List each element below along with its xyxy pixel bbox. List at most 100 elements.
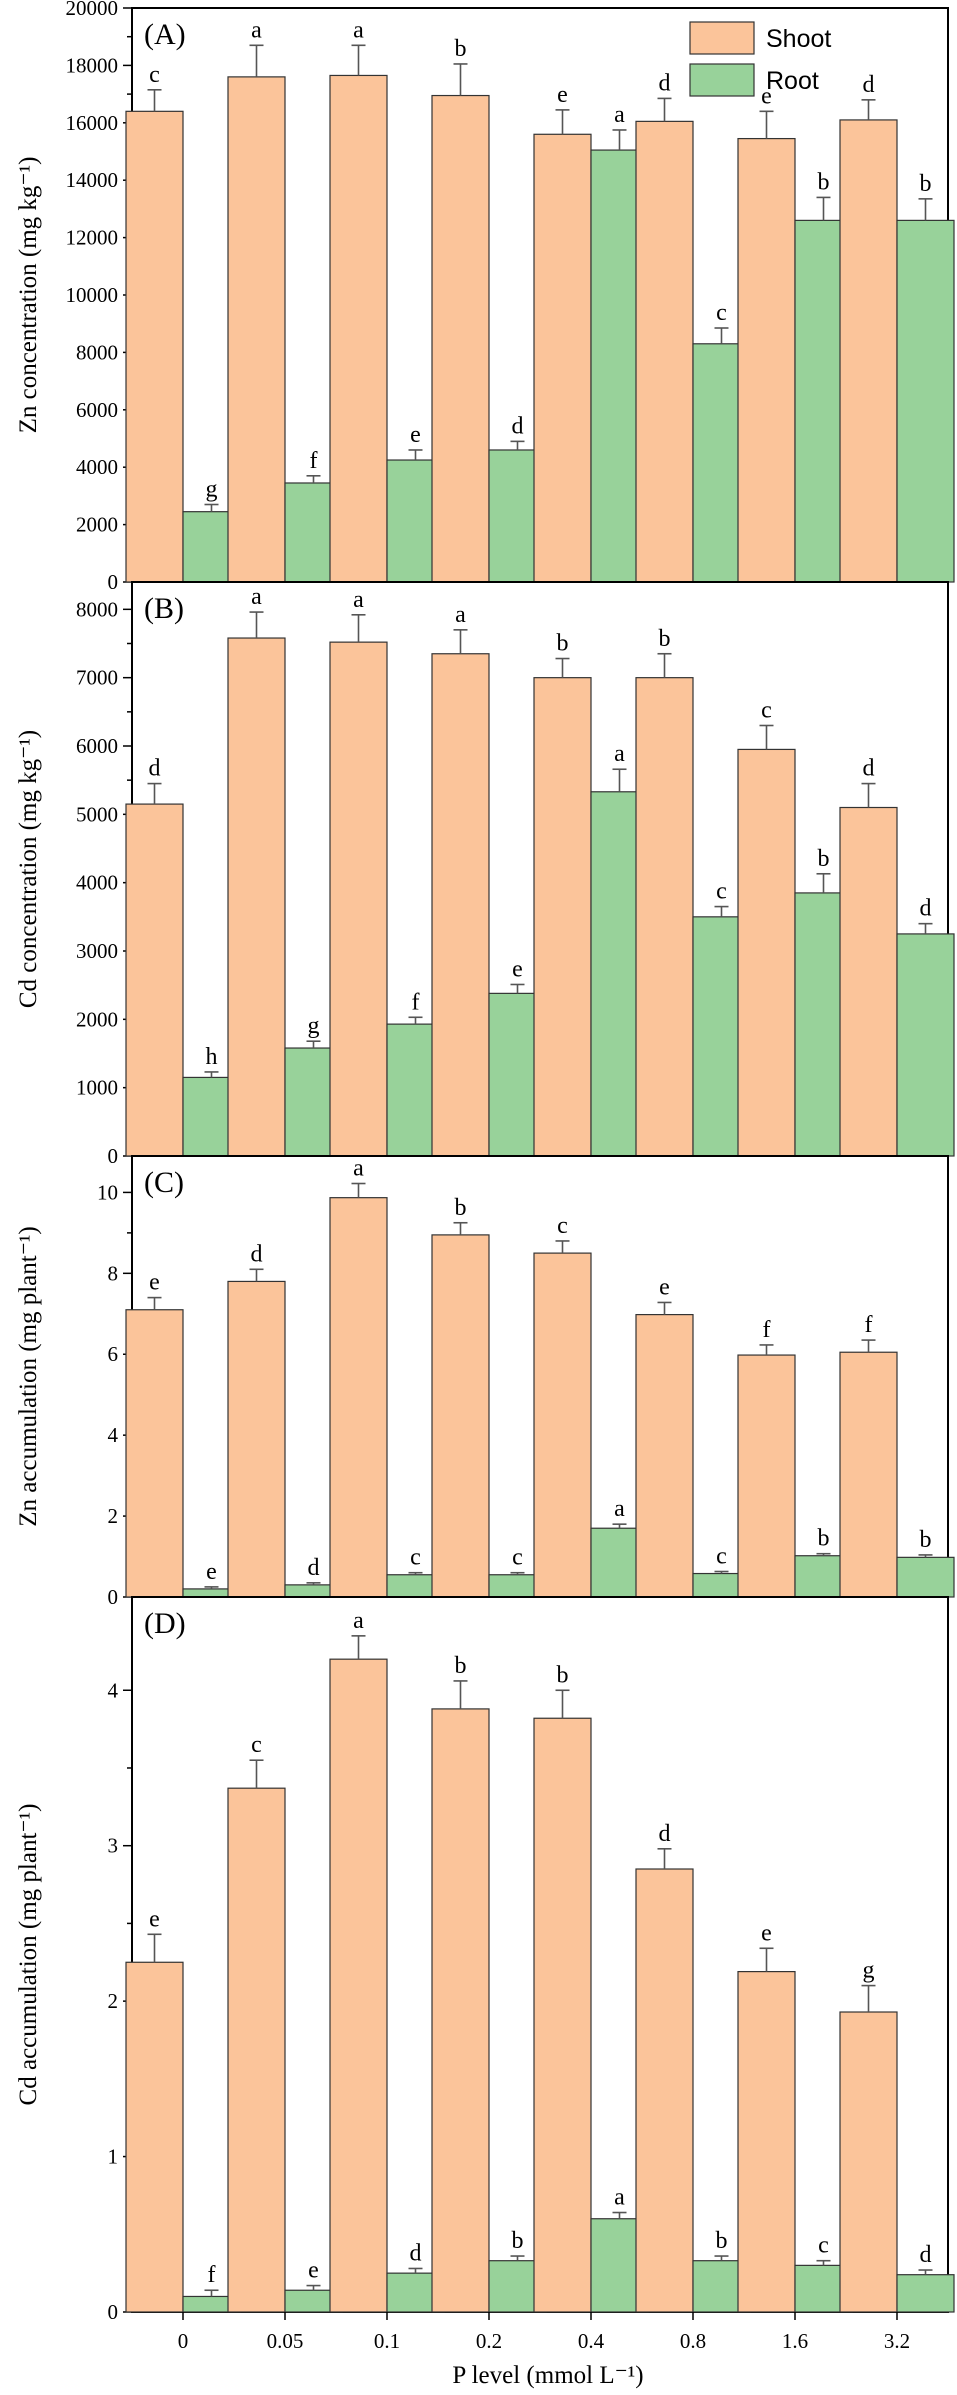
significance-label: a (455, 602, 466, 628)
y-tick-label: 8000 (76, 340, 118, 364)
significance-label: e (206, 1559, 217, 1585)
shoot-bar (737, 1970, 796, 2313)
shoot-bar (635, 1313, 694, 1598)
shoot-bar (737, 1354, 796, 1598)
shoot-bar (839, 2011, 898, 2313)
significance-label: c (818, 2233, 829, 2259)
significance-label: e (761, 83, 772, 109)
y-tick-label: 8000 (76, 597, 118, 621)
shoot-bar (227, 76, 286, 583)
shoot-bar (737, 137, 796, 583)
significance-label: d (659, 1821, 671, 1847)
significance-label: e (149, 1270, 160, 1296)
x-tick-label: 0.05 (267, 2329, 304, 2353)
significance-label: a (353, 1156, 364, 1182)
significance-label: d (920, 896, 932, 922)
legend-swatch-root (689, 63, 755, 97)
shoot-bar (431, 1708, 490, 2313)
significance-label: c (716, 879, 727, 905)
y-tick-label: 6 (108, 1342, 119, 1366)
significance-label: a (614, 2185, 625, 2211)
significance-label: a (614, 1496, 625, 1522)
y-tick-label: 2 (108, 1504, 119, 1528)
significance-label: d (863, 72, 875, 98)
significance-label: e (410, 422, 421, 448)
y-tick-label: 14000 (66, 168, 119, 192)
significance-label: d (659, 70, 671, 96)
significance-label: d (308, 1555, 320, 1581)
significance-label: a (251, 17, 262, 43)
y-tick-label: 4 (108, 1678, 119, 1702)
y-tick-label: 4000 (76, 871, 118, 895)
significance-label: b (512, 2228, 524, 2254)
y-tick-label: 10 (97, 1180, 118, 1204)
shoot-bar (125, 1309, 184, 1598)
significance-label: a (614, 102, 625, 128)
significance-label: b (818, 169, 830, 195)
significance-label: e (512, 956, 523, 982)
shoot-bar (329, 641, 388, 1157)
significance-label: e (761, 1920, 772, 1946)
significance-label: c (716, 300, 727, 326)
panel-label-3: (C) (144, 1166, 184, 1199)
significance-label: d (512, 413, 524, 439)
y-tick-label: 6000 (76, 398, 118, 422)
root-bar (896, 219, 955, 583)
x-tick-label: 0.1 (374, 2329, 400, 2353)
significance-label: d (863, 756, 875, 782)
x-tick-label: 0.2 (476, 2329, 502, 2353)
shoot-bar (839, 1351, 898, 1598)
significance-label: d (410, 2240, 422, 2266)
panel-label-4: (D) (144, 1607, 186, 1640)
shoot-bar (227, 637, 286, 1157)
significance-label: d (251, 1241, 263, 1267)
y-tick-label: 18000 (66, 53, 119, 77)
significance-label: f (412, 989, 420, 1015)
y-axis-label-3: Zn accumulation (mg plant⁻¹) (15, 1226, 42, 1526)
shoot-bar (533, 1717, 592, 2313)
y-tick-label: 4 (108, 1423, 119, 1447)
significance-label: a (353, 1608, 364, 1634)
y-axis-label-4: Cd accumulation (mg plant⁻¹) (15, 1804, 42, 2106)
significance-label: b (455, 1195, 467, 1221)
significance-label: g (308, 1013, 320, 1039)
y-tick-label: 0 (108, 1144, 119, 1168)
significance-label: a (251, 584, 262, 610)
significance-label: c (557, 1213, 568, 1239)
significance-label: f (865, 1312, 873, 1338)
significance-label: c (251, 1732, 262, 1758)
significance-label: b (455, 36, 467, 62)
shoot-bar (329, 74, 388, 583)
x-tick-label: 0.4 (578, 2329, 605, 2353)
significance-label: c (716, 1544, 727, 1570)
y-tick-label: 12000 (66, 226, 119, 250)
legend-swatch-shoot (689, 21, 755, 55)
significance-label: b (920, 1527, 932, 1553)
y-tick-label: 0 (108, 1585, 119, 1609)
significance-label: b (455, 1653, 467, 1679)
shoot-bar (635, 120, 694, 583)
shoot-bar (431, 1234, 490, 1598)
significance-label: b (716, 2228, 728, 2254)
shoot-bar (329, 1658, 388, 2313)
y-tick-label: 8 (108, 1261, 119, 1285)
significance-label: e (149, 1906, 160, 1932)
significance-label: d (149, 756, 161, 782)
y-tick-label: 16000 (66, 111, 119, 135)
y-tick-label: 0 (108, 2300, 119, 2324)
x-axis-label: P level (mmol L⁻¹) (452, 2362, 643, 2389)
y-axis-label-2: Cd concentration (mg kg⁻¹) (15, 730, 42, 1008)
y-tick-label: 5000 (76, 802, 118, 826)
shoot-bar (737, 748, 796, 1157)
x-tick-label: 3.2 (884, 2329, 910, 2353)
significance-label: g (206, 477, 218, 503)
significance-label: h (206, 1044, 218, 1070)
significance-label: e (557, 82, 568, 108)
significance-label: a (353, 587, 364, 613)
y-axis-label-1: Zn concentration (mg kg⁻¹) (15, 157, 42, 434)
significance-label: c (149, 62, 160, 88)
y-tick-label: 1000 (76, 1076, 118, 1100)
shoot-bar (533, 1252, 592, 1598)
shoot-bar (635, 1868, 694, 2313)
